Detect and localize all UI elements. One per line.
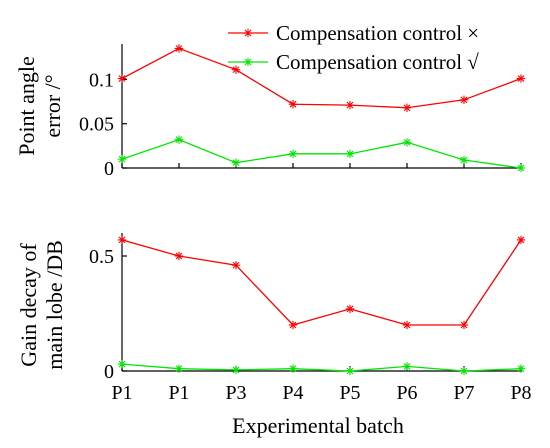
bottom-data-point	[117, 359, 127, 369]
bottom-y-tick-label: 0.5	[89, 246, 114, 268]
bottom-y-tick-label: 0	[104, 361, 114, 383]
bottom-x-ticks: P1 P1 P3 P4 P5 P6 P7 P8	[111, 366, 532, 404]
top-data-point	[288, 149, 298, 159]
top-data-point	[459, 155, 469, 165]
top-data-point	[117, 154, 127, 164]
top-data-point	[174, 44, 184, 53]
bottom-data-point	[459, 366, 469, 376]
top-y-axis-label-line1: Point angle	[14, 56, 39, 156]
legend-asterisk-icon	[243, 28, 253, 38]
bottom-x-tick-label: P4	[282, 382, 303, 404]
bottom-y-axis-label-line1: Gain decay of	[16, 243, 41, 367]
bottom-x-tick-label: P8	[510, 382, 531, 404]
top-data-point	[174, 135, 184, 144]
legend-marker-compensation-off	[243, 28, 253, 38]
top-y-tick-label: 0.1	[89, 69, 114, 91]
top-series-line-compensation-on	[121, 138, 522, 169]
bottom-data-point	[402, 362, 412, 371]
bottom-data-point	[174, 364, 184, 373]
bottom-data-point	[117, 235, 127, 245]
top-y-tick-label: 0	[104, 158, 114, 180]
bottom-data-point	[402, 320, 412, 330]
top-y-ticks: 0 0.05 0.1	[79, 69, 522, 180]
top-data-point	[402, 103, 412, 112]
top-data-point	[402, 138, 412, 147]
top-data-point	[516, 74, 526, 83]
legend-entry-compensation-off: Compensation control ×	[228, 21, 479, 45]
legend-marker-compensation-on	[243, 57, 253, 67]
bottom-y-ticks: 00.5	[89, 246, 127, 383]
legend-label-compensation-off: Compensation control ×	[276, 21, 479, 45]
top-data-point	[516, 163, 526, 173]
top-data-point	[288, 100, 298, 109]
bottom-series-line-compensation-off	[121, 239, 522, 326]
bottom-x-tick-label: P6	[396, 382, 417, 404]
bottom-x-tick-label: P7	[453, 382, 474, 404]
bottom-data-point	[345, 366, 355, 376]
top-series-line-compensation-off	[121, 47, 522, 109]
bottom-data-point	[345, 304, 355, 314]
bottom-data-point	[231, 261, 241, 270]
legend-entry-compensation-on: Compensation control √	[228, 50, 479, 74]
top-y-axis-label-line2: error /°	[40, 74, 65, 137]
bottom-series-line-compensation-on	[121, 363, 522, 372]
bottom-data-point	[231, 365, 241, 375]
bottom-data-point	[516, 364, 526, 373]
bottom-x-tick-label: P1	[111, 382, 132, 404]
bottom-data-point	[459, 320, 469, 330]
top-data-point	[345, 149, 355, 159]
legend-label-compensation-on: Compensation control √	[276, 50, 479, 74]
bottom-x-tick-label: P1	[168, 382, 189, 404]
bottom-data-point	[288, 320, 298, 330]
legend-asterisk-icon	[243, 57, 253, 67]
top-data-point	[459, 95, 469, 104]
bottom-x-tick-label: P3	[225, 382, 246, 404]
bottom-y-axis-label-line2: main lobe /DB	[42, 240, 67, 370]
top-data-point	[345, 100, 355, 110]
top-data-point	[117, 74, 127, 83]
bottom-data-point	[174, 251, 184, 261]
bottom-data-point	[516, 235, 526, 245]
top-chart: Point angle error /° 0 0.05 0.1 Compensati…	[14, 21, 526, 180]
bottom-data-point	[288, 364, 298, 373]
top-data-point	[231, 65, 241, 74]
top-data-point	[231, 158, 241, 167]
bottom-series-group	[117, 235, 526, 376]
bottom-chart: Gain decay of main lobe /DB 00.5 P1 P1 P3 P…	[16, 233, 532, 438]
top-series-group	[117, 44, 526, 173]
bottom-x-axis-label: Experimental batch	[232, 413, 404, 438]
legend: Compensation control × Compensation cont…	[228, 21, 479, 74]
top-y-tick-label: 0.05	[79, 114, 114, 136]
bottom-x-tick-label: P5	[339, 382, 360, 404]
